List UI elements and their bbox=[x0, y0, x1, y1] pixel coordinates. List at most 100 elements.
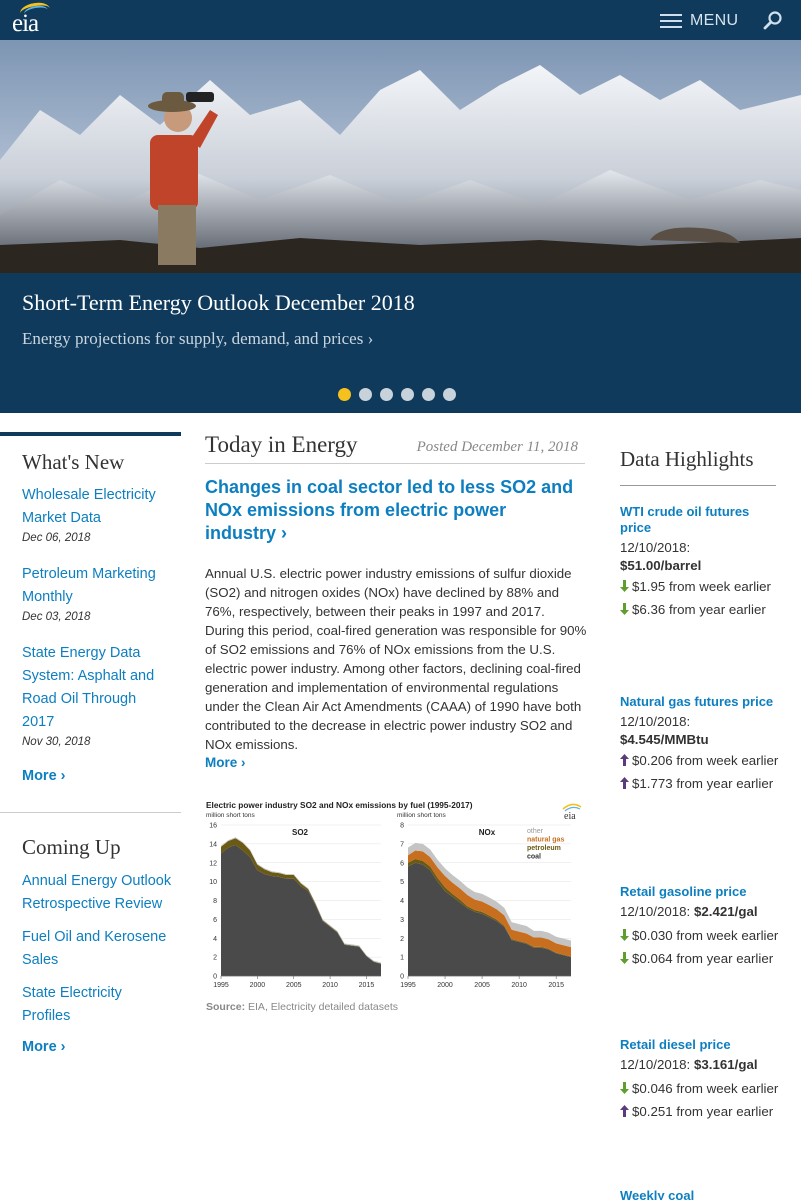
data-highlight-year-change: $0.064 from year earlier bbox=[620, 947, 780, 971]
data-highlight-link[interactable]: WTI crude oil futures price bbox=[620, 504, 750, 535]
data-highlights-underline bbox=[620, 485, 776, 486]
hero-image-mountains-hiker[interactable] bbox=[0, 40, 801, 273]
data-highlight-week-change: $0.046 from week earlier bbox=[620, 1077, 780, 1101]
data-highlight-date: 12/10/2018: bbox=[620, 540, 691, 555]
coming-up-link[interactable]: Fuel Oil and Kerosene Sales bbox=[22, 929, 167, 968]
menu-label: MENU bbox=[690, 12, 739, 29]
svg-text:eia: eia bbox=[564, 811, 576, 822]
left-column: What's New Wholesale Electricity Market … bbox=[0, 432, 181, 1055]
left-column-top-border bbox=[0, 432, 181, 436]
coming-up-item: Fuel Oil and Kerosene Sales bbox=[22, 926, 172, 972]
carousel-dot-3[interactable] bbox=[380, 388, 393, 401]
data-highlights-title: Data Highlights bbox=[620, 447, 754, 471]
coming-up-link[interactable]: State Electricity Profiles bbox=[22, 985, 122, 1024]
emissions-chart[interactable]: Electric power industry SO2 and NOx emis… bbox=[205, 798, 585, 998]
menu-button[interactable]: MENU bbox=[660, 10, 738, 32]
data-highlight-value: $3.161/gal bbox=[693, 1057, 758, 1072]
chart-legend-entry: natural gas bbox=[527, 837, 564, 844]
chart-x-tick-label: 2010 bbox=[322, 982, 338, 989]
down-arrow-icon bbox=[620, 1081, 629, 1094]
whats-new-link[interactable]: Petroleum Marketing Monthly bbox=[22, 566, 156, 605]
carousel-dot-1[interactable] bbox=[338, 388, 351, 401]
hero-title[interactable]: Short-Term Energy Outlook December 2018 bbox=[22, 290, 415, 315]
article-headline-link[interactable]: Changes in coal sector led to less SO2 a… bbox=[205, 477, 574, 543]
chart-y-tick-label: 16 bbox=[209, 823, 217, 830]
whats-new-item: State Energy Data System: Asphalt and Ro… bbox=[22, 642, 172, 748]
whats-new-date: Dec 03, 2018 bbox=[22, 611, 91, 623]
chart-y-tick-label: 4 bbox=[400, 898, 404, 905]
coming-up-item: State Electricity Profiles bbox=[22, 982, 172, 1028]
chart-x-tick-label: 2015 bbox=[548, 982, 564, 989]
data-highlight-item: Natural gas futures price 12/10/2018: $4… bbox=[620, 694, 780, 796]
data-highlight-value: $2.421/gal bbox=[693, 904, 758, 919]
carousel-dot-6[interactable] bbox=[443, 388, 456, 401]
whats-new-link[interactable]: Wholesale Electricity Market Data bbox=[22, 487, 156, 526]
chart-y-tick-label: 6 bbox=[213, 917, 217, 924]
article-more-link[interactable]: More › bbox=[205, 755, 246, 770]
hamburger-icon bbox=[660, 14, 682, 28]
today-in-energy-header: Today in Energy Posted December 11, 2018 bbox=[205, 432, 585, 464]
chart-unit-label: million short tons bbox=[206, 812, 256, 819]
coming-up-more-link[interactable]: More › bbox=[22, 1039, 66, 1055]
whats-new-date: Dec 06, 2018 bbox=[22, 532, 91, 544]
chart-y-tick-label: 10 bbox=[209, 879, 217, 886]
chart-area-petroleum bbox=[221, 838, 381, 964]
logo-text: eia bbox=[12, 10, 39, 37]
coming-up-item: Annual Energy Outlook Retrospective Revi… bbox=[22, 870, 172, 916]
chart-area-coal bbox=[408, 862, 571, 976]
whats-new-link[interactable]: State Energy Data System: Asphalt and Ro… bbox=[22, 645, 155, 730]
search-icon[interactable] bbox=[763, 10, 783, 30]
chart-y-tick-label: 3 bbox=[400, 917, 404, 924]
data-highlight-year-change: $1.773 from year earlier bbox=[620, 772, 780, 796]
chart-x-tick-label: 2000 bbox=[250, 982, 266, 989]
data-highlight-week-change: $1.95 from week earlier bbox=[620, 575, 780, 599]
data-highlight-item: Retail gasoline price 12/10/2018: $2.421… bbox=[620, 884, 780, 971]
data-highlight-link[interactable]: Weekly coal bbox=[620, 1188, 695, 1200]
chart-y-tick-label: 4 bbox=[213, 936, 217, 943]
chart-legend-entry: other bbox=[527, 828, 544, 835]
data-highlight-date-value: 12/10/2018: $2.421/gal bbox=[620, 904, 758, 919]
up-arrow-icon bbox=[620, 1105, 629, 1117]
data-highlight-week-change: $0.206 from week earlier bbox=[620, 749, 780, 773]
carousel-dot-4[interactable] bbox=[401, 388, 414, 401]
source-text: EIA, Electricity detailed datasets bbox=[248, 1001, 399, 1013]
chart-y-tick-label: 5 bbox=[400, 879, 404, 886]
today-in-energy-title[interactable]: Today in Energy bbox=[205, 432, 358, 457]
down-arrow-icon bbox=[620, 579, 629, 592]
data-highlight-date: 12/10/2018: bbox=[620, 714, 691, 729]
coming-up-link[interactable]: Annual Energy Outlook Retrospective Revi… bbox=[22, 873, 172, 912]
chart-y-tick-label: 6 bbox=[400, 860, 404, 867]
data-highlight-value: $51.00/barrel bbox=[620, 557, 702, 573]
chart-source: Source: EIA, Electricity detailed datase… bbox=[206, 1001, 398, 1013]
chart-y-tick-label: 0 bbox=[213, 974, 217, 981]
whats-new-date: Nov 30, 2018 bbox=[22, 736, 91, 748]
down-arrow-icon bbox=[620, 603, 629, 615]
chart-y-tick-label: 0 bbox=[400, 974, 404, 981]
data-highlight-year-change: $0.251 from year earlier bbox=[620, 1100, 780, 1124]
carousel-dot-2[interactable] bbox=[359, 388, 372, 401]
chart-x-tick-label: 2005 bbox=[286, 982, 302, 989]
chart-y-tick-label: 2 bbox=[213, 955, 217, 962]
chart-y-tick-label: 14 bbox=[209, 841, 217, 848]
down-arrow-icon bbox=[620, 928, 629, 941]
chart-y-tick-label: 12 bbox=[209, 860, 217, 867]
eia-logo[interactable]: eia bbox=[12, 0, 52, 37]
data-highlight-link[interactable]: Retail diesel price bbox=[620, 1037, 731, 1052]
data-highlight-link[interactable]: Retail gasoline price bbox=[620, 884, 747, 899]
chart-x-tick-label: 2000 bbox=[437, 982, 453, 989]
data-highlight-link[interactable]: Natural gas futures price bbox=[620, 694, 774, 709]
chart-y-tick-label: 1 bbox=[400, 955, 404, 962]
chart-x-tick-label: 1995 bbox=[213, 982, 229, 989]
chart-area-other bbox=[408, 842, 571, 948]
hero-carousel: Short-Term Energy Outlook December 2018 … bbox=[0, 40, 801, 413]
chart-eia-logo: eia bbox=[562, 803, 582, 822]
carousel-dot-5[interactable] bbox=[422, 388, 435, 401]
data-highlight-item: Retail diesel price 12/10/2018: $3.161/g… bbox=[620, 1037, 780, 1124]
data-highlight-value: $4.545/MMBtu bbox=[620, 731, 709, 747]
posted-date: Posted December 11, 2018 bbox=[416, 439, 578, 455]
chart-area-coal bbox=[221, 844, 381, 976]
whats-new-more-link[interactable]: More › bbox=[22, 768, 66, 784]
hero-subtitle-link[interactable]: Energy projections for supply, demand, a… bbox=[22, 329, 374, 348]
chart-x-tick-label: 2005 bbox=[474, 982, 490, 989]
up-arrow-icon bbox=[620, 753, 629, 766]
